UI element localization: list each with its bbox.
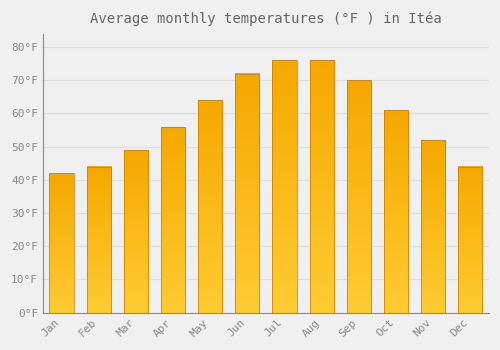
Bar xyxy=(236,74,260,313)
Bar xyxy=(272,60,296,313)
Bar xyxy=(421,140,445,313)
Bar xyxy=(198,100,222,313)
Bar xyxy=(310,60,334,313)
Bar xyxy=(124,150,148,313)
Bar xyxy=(86,167,111,313)
Bar xyxy=(347,80,371,313)
Bar xyxy=(161,127,185,313)
Bar xyxy=(50,173,74,313)
Title: Average monthly temperatures (°F ) in Itéa: Average monthly temperatures (°F ) in It… xyxy=(90,11,442,26)
Bar xyxy=(458,167,482,313)
Bar xyxy=(384,110,408,313)
